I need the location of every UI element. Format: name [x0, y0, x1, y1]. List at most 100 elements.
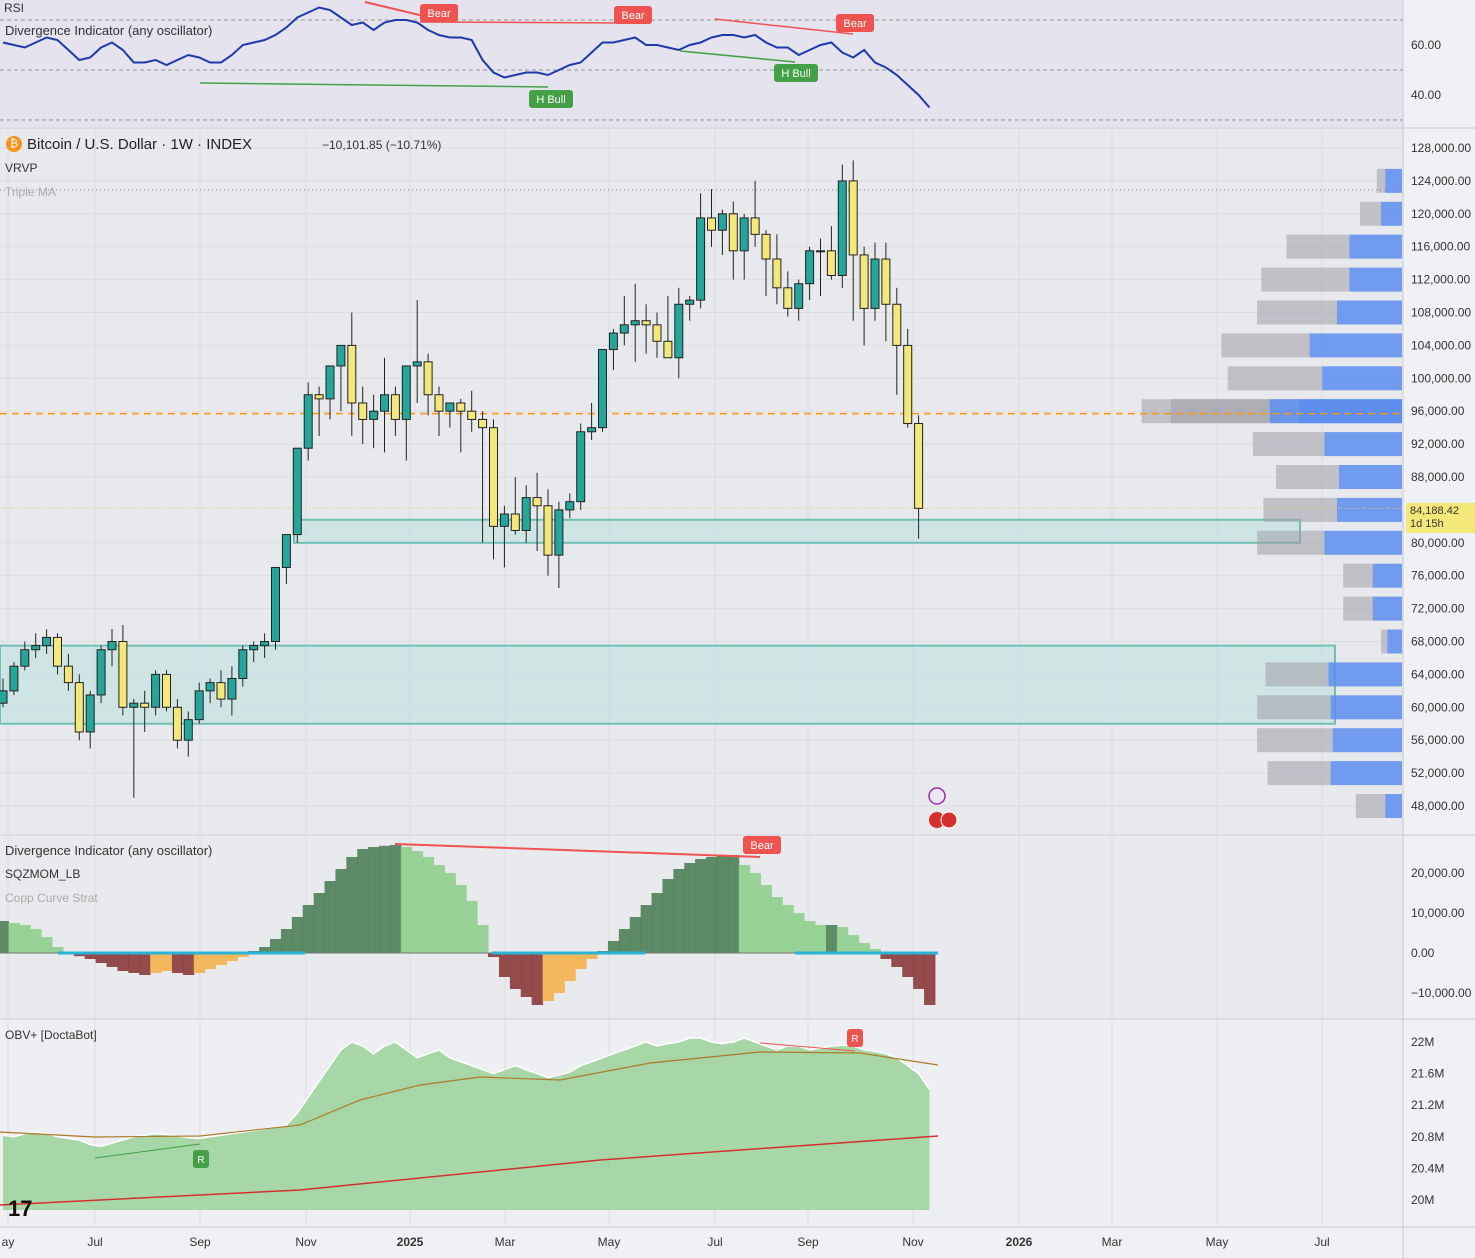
volume-profile-up-bar [1349, 234, 1402, 259]
obv-title: OBV+ [DoctaBot] [5, 1028, 97, 1042]
sqz-momentum-bar [106, 953, 118, 967]
sqz-momentum-bar [259, 947, 271, 953]
tag-text: H Bull [536, 94, 565, 106]
sqz-momentum-bar [651, 893, 663, 953]
tag-bg [774, 64, 818, 82]
candle-bear [663, 340, 673, 359]
tag-text: Bear [750, 840, 774, 852]
tag-text: R [197, 1155, 204, 1166]
sqz-momentum-bar [782, 905, 794, 953]
candle-bear [118, 641, 128, 708]
time-tick-label: May [598, 1235, 621, 1249]
volume-profile-down-bar [1360, 201, 1381, 226]
rsi-hbull-divergence-1 [199, 82, 549, 88]
sqz-tick-label: −10,000.00 [1411, 986, 1472, 1000]
candle-bear [467, 410, 477, 420]
sqz-momentum-bar [575, 953, 587, 969]
demand-zone-1 [293, 518, 1301, 544]
candle-bear [532, 497, 542, 507]
sqz-momentum-bar [749, 873, 762, 953]
time-tick-label: 2026 [1006, 1235, 1033, 1249]
volume-profile-down-bar [1343, 563, 1373, 588]
candle-bear [641, 320, 651, 326]
sqz-momentum-bar [0, 921, 9, 953]
tag-bg [614, 6, 652, 24]
sqz-momentum-bar [313, 893, 326, 953]
volume-profile-down-bar [1286, 234, 1350, 259]
sqz-momentum-bar [455, 885, 467, 953]
volume-profile-down-bar [1261, 267, 1350, 292]
price-tick-label: 116,000.00 [1411, 240, 1470, 254]
candle-bull [619, 324, 629, 334]
price-tick-label: 108,000.00 [1411, 306, 1471, 320]
volume-profile-down-bar [1376, 168, 1386, 193]
candle-bear [390, 394, 400, 420]
last-price-value: 84,188.42 [1410, 505, 1459, 517]
sqz-momentum-bar [226, 953, 238, 961]
sqz-momentum-bar [41, 937, 53, 953]
price-tick-label: 92,000.00 [1411, 437, 1465, 451]
rsi-divergence-tag: H Bull [774, 64, 818, 82]
sqz-momentum-bar [706, 857, 718, 953]
sqz-momentum-bar [553, 953, 565, 993]
candle-bull [9, 665, 19, 692]
obv-tick-label: 22M [1411, 1035, 1434, 1049]
price-tick-label: 76,000.00 [1411, 569, 1465, 583]
volume-profile-down-bar [1257, 695, 1331, 720]
sqz-momentum-bar [193, 953, 206, 973]
candle-bear [892, 303, 902, 346]
volume-profile-up-bar [1332, 728, 1402, 753]
volume-profile-down-bar [1252, 432, 1325, 457]
sqzmom-label[interactable]: SQZMOM_LB [5, 867, 81, 881]
price-tick-label: 104,000.00 [1411, 338, 1471, 352]
volume-profile-down-bar [1343, 596, 1373, 621]
price-tick-label: 56,000.00 [1411, 733, 1465, 747]
last-price-box: 84,188.42 1d 15h [1406, 503, 1475, 533]
rsi-divergence-tag: Bear [420, 4, 458, 22]
sqz-momentum-bar [618, 929, 631, 953]
tag-text: Bear [427, 8, 451, 20]
obv-tick-label: 21.6M [1411, 1067, 1444, 1081]
candle-bull [107, 641, 117, 651]
sqz-tick-label: 20,000.00 [1411, 866, 1465, 880]
candle-bear [489, 427, 498, 527]
rsi-bear-divergence-2 [419, 21, 631, 24]
time-axis-bg [0, 1228, 1475, 1258]
candle-bull [565, 501, 575, 511]
triple-ma-label[interactable]: Triple MA [5, 185, 56, 199]
price-tick-label: 128,000.00 [1411, 141, 1471, 155]
price-tick-label: 72,000.00 [1411, 602, 1465, 616]
sqz-momentum-bar [880, 953, 892, 959]
sqz-momentum-bar [738, 865, 751, 953]
candle-bull [870, 258, 880, 309]
sqz-momentum-bar [204, 953, 217, 969]
time-tick-label: 2025 [397, 1235, 424, 1249]
vrvp-label[interactable]: VRVP [5, 161, 38, 175]
candle-bull [401, 365, 411, 420]
candle-bear [172, 706, 182, 741]
candle-bear [772, 258, 782, 289]
price-tick-label: 120,000.00 [1411, 207, 1471, 221]
volume-profile-up-bar [1324, 432, 1402, 457]
event-flash-icon [928, 787, 946, 805]
symbol-title[interactable]: Bitcoin / U.S. Dollar · 1W · INDEX [27, 136, 253, 153]
sqz-momentum-bar [379, 845, 391, 953]
rsi-tick-label: 40.00 [1411, 88, 1441, 102]
candle-bear [478, 418, 488, 429]
candle-bear [358, 402, 368, 420]
price-tick-label: 68,000.00 [1411, 635, 1465, 649]
sqz-momentum-bar [629, 917, 642, 953]
sqz-momentum-bar [150, 953, 162, 973]
sqz-momentum-bar [466, 901, 478, 953]
sqz-momentum-bar [793, 913, 805, 953]
sqz-momentum-bar [498, 953, 511, 977]
sqz-momentum-bar [913, 953, 925, 989]
price-tick-label: 124,000.00 [1411, 174, 1471, 188]
tradingview-logo: 17 [8, 1196, 32, 1221]
candle-bear [434, 394, 444, 412]
tag-bg [836, 14, 874, 32]
candle-bull [151, 673, 161, 708]
copp-curve-label[interactable]: Copp Curve Strat [5, 891, 98, 905]
tag-text: Bear [843, 18, 867, 30]
